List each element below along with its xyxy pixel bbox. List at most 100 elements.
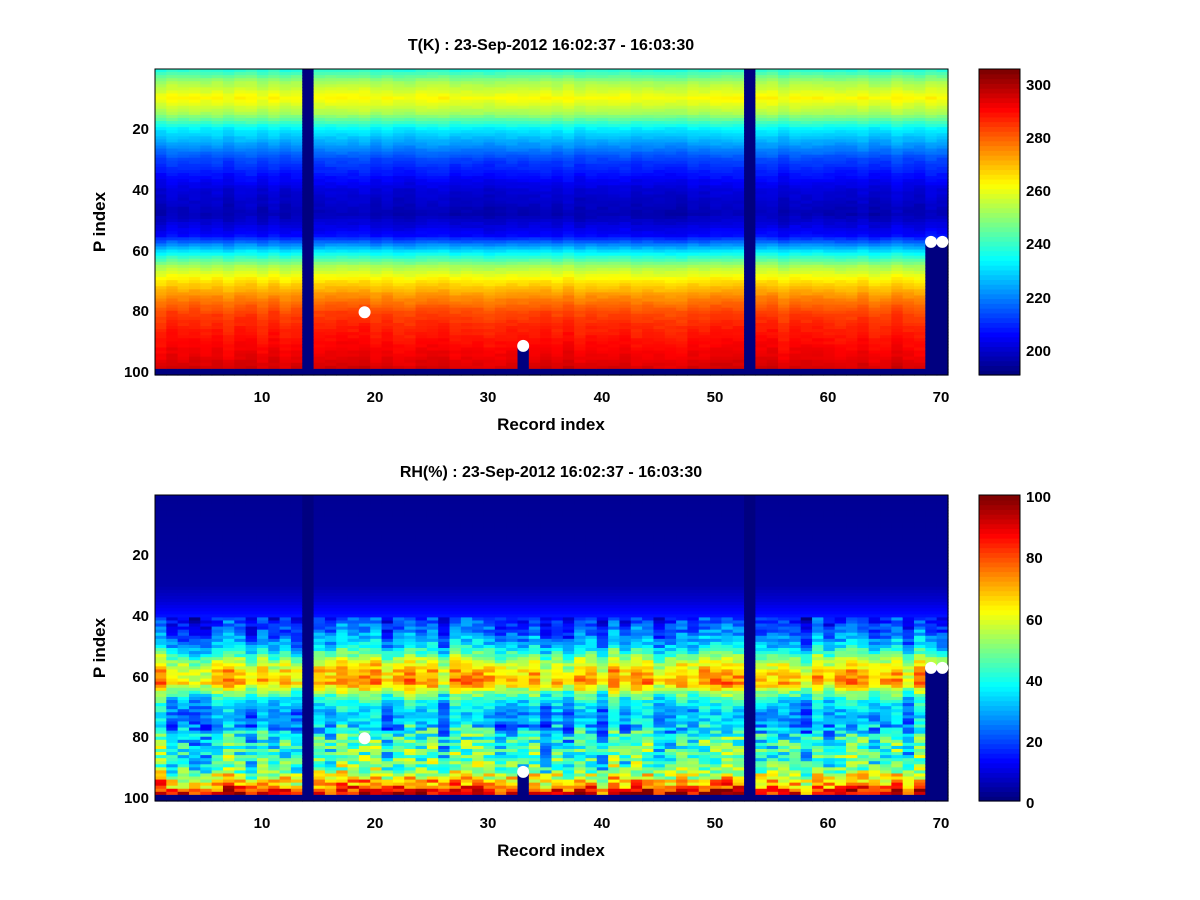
heatmap-cell bbox=[302, 185, 315, 189]
heatmap-cell bbox=[506, 252, 519, 257]
heatmap-cell bbox=[268, 222, 281, 226]
heatmap-cell bbox=[630, 310, 643, 315]
heatmap-cell bbox=[381, 114, 394, 119]
heatmap-cell bbox=[155, 163, 167, 168]
heatmap-cell bbox=[222, 81, 235, 85]
heatmap-cell bbox=[551, 277, 564, 281]
heatmap-cell bbox=[551, 292, 564, 297]
heatmap-cell bbox=[166, 182, 179, 186]
heatmap-cell bbox=[324, 335, 337, 339]
heatmap-cell bbox=[302, 286, 315, 290]
heatmap-cell bbox=[347, 139, 360, 144]
heatmap-cell bbox=[585, 240, 598, 245]
heatmap-cell bbox=[460, 350, 473, 355]
heatmap-cell bbox=[562, 310, 575, 315]
heatmap-cell bbox=[506, 139, 519, 144]
heatmap-cell bbox=[347, 160, 360, 165]
heatmap-cell bbox=[245, 332, 258, 336]
heatmap-cell bbox=[188, 307, 201, 312]
heatmap-cell bbox=[245, 270, 258, 275]
heatmap-cell bbox=[234, 237, 247, 241]
heatmap-cell bbox=[472, 203, 485, 208]
heatmap-cell bbox=[256, 341, 269, 345]
heatmap-cell bbox=[392, 319, 405, 324]
heatmap-cell bbox=[415, 200, 428, 205]
heatmap-cell bbox=[392, 169, 405, 174]
heatmap-cell bbox=[506, 105, 519, 110]
heatmap-cell bbox=[234, 350, 247, 355]
heatmap-cell bbox=[200, 295, 213, 300]
heatmap-cell bbox=[540, 163, 553, 168]
heatmap-cell bbox=[426, 301, 439, 306]
heatmap-cell bbox=[313, 304, 326, 309]
heatmap-cell bbox=[336, 154, 349, 159]
heatmap-cell bbox=[155, 72, 167, 76]
heatmap-cell bbox=[438, 295, 451, 300]
heatmap-cell bbox=[166, 252, 179, 257]
heatmap-cell bbox=[336, 124, 349, 128]
heatmap-cell bbox=[517, 121, 530, 125]
heatmap-cell bbox=[630, 191, 643, 196]
heatmap-cell bbox=[472, 304, 485, 309]
heatmap-cell bbox=[370, 127, 383, 131]
heatmap-cell bbox=[472, 326, 485, 330]
heatmap-cell bbox=[483, 145, 496, 150]
heatmap-cell bbox=[596, 124, 609, 128]
heatmap-cell bbox=[166, 169, 179, 174]
heatmap-cell bbox=[155, 78, 167, 82]
heatmap-cell bbox=[358, 105, 371, 110]
heatmap-cell bbox=[528, 185, 541, 189]
heatmap-cell bbox=[279, 218, 292, 223]
heatmap-cell bbox=[211, 362, 224, 367]
heatmap-cell bbox=[358, 133, 371, 137]
heatmap-cell bbox=[449, 228, 462, 232]
heatmap-cell bbox=[279, 163, 292, 168]
heatmap-cell bbox=[313, 329, 326, 333]
heatmap-cell bbox=[279, 347, 292, 352]
heatmap-cell bbox=[642, 166, 655, 171]
heatmap-cell bbox=[528, 228, 541, 232]
heatmap-cell bbox=[562, 188, 575, 192]
heatmap-cell bbox=[290, 316, 303, 321]
heatmap-cell bbox=[438, 124, 451, 128]
heatmap-cell bbox=[177, 166, 190, 171]
heatmap-cell bbox=[200, 194, 213, 199]
heatmap-cell bbox=[200, 212, 213, 217]
heatmap-cell bbox=[642, 124, 655, 128]
heatmap-cell bbox=[234, 90, 247, 95]
heatmap-cell bbox=[551, 274, 564, 278]
heatmap-cell bbox=[290, 124, 303, 128]
heatmap-cell bbox=[347, 130, 360, 134]
heatmap-cell bbox=[392, 341, 405, 345]
heatmap-cell bbox=[574, 255, 587, 260]
heatmap-cell bbox=[222, 347, 235, 352]
heatmap-cell bbox=[256, 350, 269, 355]
heatmap-cell bbox=[551, 148, 564, 153]
heatmap-cell bbox=[619, 298, 632, 303]
heatmap-cell bbox=[415, 130, 428, 134]
heatmap-cell bbox=[404, 197, 417, 202]
heatmap-cell bbox=[404, 243, 417, 248]
heatmap-cell bbox=[256, 117, 269, 122]
heatmap-cell bbox=[302, 307, 315, 312]
heatmap-cell bbox=[585, 371, 598, 376]
heatmap-cell bbox=[540, 166, 553, 171]
heatmap-cell bbox=[517, 264, 530, 269]
heatmap-cell bbox=[517, 78, 530, 82]
heatmap-cell bbox=[472, 338, 485, 342]
heatmap-cell bbox=[630, 160, 643, 165]
heatmap-cell bbox=[222, 304, 235, 309]
heatmap-cell bbox=[494, 179, 507, 183]
heatmap-cell bbox=[540, 301, 553, 306]
heatmap-cell bbox=[438, 72, 451, 76]
heatmap-cell bbox=[302, 322, 315, 327]
heatmap-cell bbox=[404, 179, 417, 183]
heatmap-cell bbox=[302, 261, 315, 266]
heatmap-cell bbox=[540, 212, 553, 217]
heatmap-cell bbox=[290, 222, 303, 226]
heatmap-cell bbox=[381, 344, 394, 349]
heatmap-cell bbox=[358, 277, 371, 281]
heatmap-cell bbox=[653, 191, 666, 196]
heatmap-cell bbox=[483, 218, 496, 223]
heatmap-cell bbox=[313, 255, 326, 260]
